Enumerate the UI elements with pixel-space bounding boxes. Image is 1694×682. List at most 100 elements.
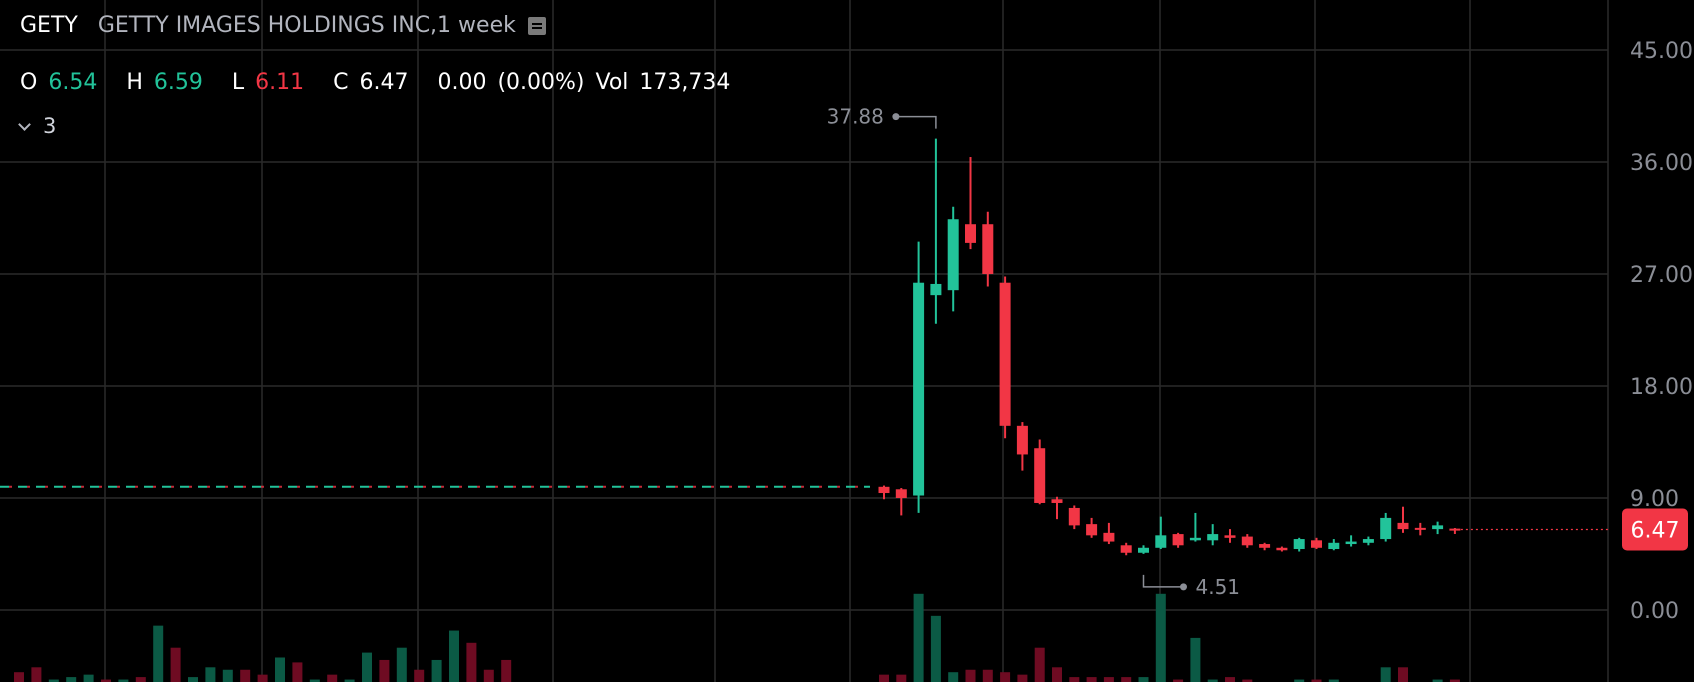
candle-body	[1293, 539, 1305, 550]
price-axis: 45.00 36.00 27.00 18.00 9.00 0.00 6.47	[1622, 39, 1693, 624]
candle-body	[1155, 535, 1167, 548]
volume-bar	[1449, 679, 1460, 682]
volume-bar	[913, 593, 924, 682]
volume-bar	[327, 674, 338, 682]
volume-bar	[1225, 677, 1235, 682]
volume-bar	[1242, 679, 1253, 682]
volume-bar	[1432, 679, 1443, 682]
volume-bar	[48, 679, 59, 682]
chart-grid	[0, 0, 1609, 682]
volume-bar	[930, 615, 941, 682]
candle-body	[1120, 545, 1132, 553]
volume-bar	[1103, 677, 1114, 682]
low-marker-label: 4.51	[1196, 575, 1241, 599]
candle-body	[1086, 524, 1098, 536]
volume-bar	[1294, 679, 1305, 682]
volume-bar	[879, 674, 889, 682]
volume-bar	[205, 667, 216, 682]
candle-body	[1276, 547, 1288, 551]
volume-bar	[1069, 677, 1080, 682]
volume-bar	[379, 659, 390, 682]
volume-bar	[396, 647, 407, 682]
high-value: 6.59	[153, 70, 203, 95]
price-axis-label: 45.00	[1630, 39, 1693, 64]
symbol-ticker[interactable]: GETY	[20, 13, 78, 38]
volume-bar	[1052, 667, 1062, 682]
candle-body	[947, 219, 959, 291]
volume-bar	[1155, 593, 1166, 682]
low-value: 6.11	[255, 70, 305, 95]
candle-body	[1241, 536, 1253, 546]
volume-bar	[965, 669, 976, 682]
candle-body	[1311, 540, 1322, 548]
candle-body	[1051, 499, 1063, 503]
candle-body	[1034, 448, 1046, 503]
candle-body	[1328, 542, 1340, 550]
chevron-down-icon	[18, 118, 31, 131]
volume-bar	[118, 679, 129, 682]
high-marker-dot	[892, 113, 900, 121]
volume-bar	[1380, 667, 1391, 682]
high-marker-line	[895, 115, 937, 129]
volume-bars	[14, 593, 1460, 682]
candle-body	[1016, 425, 1028, 455]
candle-body	[878, 486, 890, 494]
volume-label: Vol	[595, 70, 629, 95]
candle-body	[982, 224, 994, 274]
candle-body	[1380, 517, 1392, 540]
volume-bar	[31, 667, 42, 682]
volume-bar	[153, 625, 164, 682]
high-marker-label: 37.88	[827, 105, 884, 129]
close-value: 6.47	[359, 70, 409, 95]
candle-body	[1414, 527, 1426, 530]
volume-bar	[170, 647, 181, 682]
low-label: L	[231, 70, 245, 95]
candlesticks	[878, 138, 1608, 556]
candle-body	[1397, 522, 1409, 530]
volume-bar	[431, 659, 442, 682]
volume-bar	[1311, 679, 1322, 682]
change-percent: (0.00%)	[497, 70, 585, 95]
volume-bar	[1086, 677, 1097, 682]
change-value: 0.00	[437, 70, 487, 95]
candle-body	[930, 283, 942, 296]
volume-bar	[14, 672, 24, 682]
volume-bar	[1017, 674, 1028, 682]
volume-bar	[982, 669, 993, 682]
volume-bar	[188, 677, 198, 682]
candle-body	[1224, 535, 1236, 538]
volume-bar	[1328, 679, 1339, 682]
candle-body	[1103, 532, 1115, 542]
volume-bar	[135, 677, 146, 682]
candle-body	[965, 224, 976, 243]
volume-bar	[501, 659, 512, 682]
candle-body	[913, 282, 925, 496]
volume-bar	[414, 669, 425, 682]
price-axis-label: 18.00	[1630, 375, 1693, 400]
volume-bar	[101, 679, 111, 682]
indicators-toggle[interactable]: 3	[18, 114, 56, 138]
volume-bar	[222, 669, 233, 682]
volume-bar	[257, 674, 268, 682]
candle-body	[1068, 507, 1080, 526]
volume-bar	[896, 674, 907, 682]
volume-bar	[1190, 637, 1201, 682]
low-marker-dot	[1180, 583, 1187, 591]
volume-bar	[1173, 679, 1184, 682]
last-price-label: 6.47	[1631, 518, 1680, 543]
exchange-flag-icon	[527, 16, 546, 35]
volume-value: 173,734	[639, 70, 731, 95]
close-label: C	[333, 70, 349, 95]
candle-body	[1449, 528, 1461, 531]
volume-bar	[1121, 677, 1132, 682]
candle-body	[1172, 534, 1184, 546]
candle-body	[1345, 541, 1357, 545]
candle-body	[895, 489, 907, 498]
open-label: O	[20, 70, 38, 95]
volume-bar	[344, 679, 355, 682]
volume-bar	[309, 679, 320, 682]
price-axis-label: 27.00	[1630, 263, 1693, 288]
volume-bar	[948, 672, 959, 682]
volume-bar	[240, 669, 251, 682]
